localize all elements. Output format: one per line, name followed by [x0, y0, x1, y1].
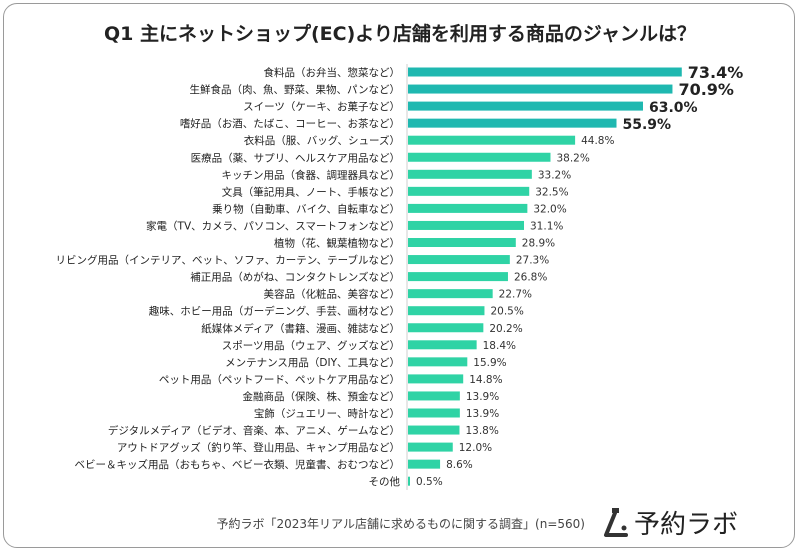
chart-frame [3, 3, 795, 548]
source-note: 予約ラボ「2023年リアル店舗に求めるものに関する調査」(n=560) [217, 516, 585, 531]
logo-mark-icon [604, 508, 628, 537]
category-label: スイーツ（ケーキ、お菓子など） [243, 101, 400, 113]
value-label: 32.5% [535, 186, 568, 198]
category-label: 食料品（お弁当、惣菜など） [264, 66, 401, 79]
bar [408, 186, 530, 196]
chart-title: Q1 主にネットショップ(EC)より店舗を利用する商品のジャンルは？ [104, 22, 696, 45]
bar [408, 306, 485, 316]
category-label: ペット用品（ペットフード、ペットケア用品など） [159, 374, 400, 386]
value-label: 15.9% [473, 357, 506, 369]
bar [408, 476, 410, 486]
value-label: 26.8% [514, 272, 547, 284]
bar [408, 238, 516, 247]
value-label: 8.6% [446, 459, 473, 471]
bar [408, 67, 682, 77]
category-label: 植物（花、観葉植物など） [274, 237, 400, 250]
bar [408, 220, 525, 230]
value-label: 13.9% [466, 391, 499, 403]
value-label: 31.1% [530, 220, 563, 232]
value-label: 27.3% [516, 255, 549, 267]
bar [408, 408, 460, 418]
value-label: 32.0% [533, 203, 566, 215]
value-label: 13.9% [466, 408, 499, 420]
bar [408, 340, 477, 350]
value-label: 70.9% [678, 80, 734, 99]
category-label: その他 [369, 475, 401, 488]
bars-group: 食料品（お弁当、惣菜など） 73.4% 生鮮食品（肉、魚、野菜、果物、パンなど） 70… [55, 63, 743, 488]
category-label: リビング用品（インテリア、ベット、ソファ、カーテン、テーブルなど） [55, 254, 400, 267]
category-label: 生鮮食品（肉、魚、野菜、果物、パンなど） [189, 83, 400, 96]
category-label: 補正用品（めがね、コンタクトレンズなど） [190, 271, 400, 284]
value-label: 14.8% [469, 374, 502, 386]
category-label: デジタルメディア（ビデオ、音楽、本、アニメ、ゲームなど） [108, 424, 400, 437]
category-label: ベビー＆キッズ用品（おもちゃ、ベビー衣類、児童書、おむつなど） [75, 458, 401, 471]
category-label: 宝飾（ジュエリー、時計など） [254, 407, 400, 420]
value-label: 12.0% [459, 442, 492, 454]
logo-text: 予約ラボ [634, 510, 738, 540]
bar [408, 203, 528, 213]
bar [408, 425, 460, 435]
bar [408, 169, 532, 179]
category-label: 嗜好品（お酒、たばこ、コーヒー、お茶など） [180, 117, 400, 130]
bar [408, 459, 441, 469]
bar [408, 391, 460, 401]
bar [408, 357, 468, 367]
value-label: 18.4% [483, 340, 516, 352]
bar [408, 323, 484, 333]
category-label: 紙媒体メディア（書籍、漫画、雑誌など） [201, 322, 400, 335]
bar [408, 101, 643, 111]
bar [408, 289, 493, 299]
bar [408, 255, 510, 265]
bar [408, 442, 453, 452]
value-label: 28.9% [522, 238, 555, 250]
bar [408, 84, 673, 94]
value-label: 13.8% [465, 425, 498, 437]
category-label: スポーツ用品（ウェア、グッズなど） [222, 339, 400, 352]
category-label: 文具（筆記用具、ノート、手帳など） [222, 185, 400, 198]
value-label: 63.0% [649, 100, 698, 116]
value-label: 33.2% [538, 169, 571, 181]
category-label: 趣味、ホビー用品（ガーデニング、手芸、画材など） [149, 305, 400, 318]
bar [408, 272, 508, 282]
bar [408, 374, 464, 384]
category-label: 金融商品（保険、株、預金など） [243, 390, 401, 403]
value-label: 20.2% [489, 323, 522, 335]
bar [408, 152, 551, 162]
bar [408, 118, 617, 128]
category-label: 衣料品（服、バッグ、シューズ） [244, 134, 400, 147]
category-label: アウトドアグッズ（釣り竿、登山用品、キャンプ用品など） [117, 441, 400, 454]
value-label: 44.8% [581, 135, 614, 147]
value-label: 55.9% [623, 117, 672, 133]
category-label: 美容品（化粧品、美容など） [264, 288, 401, 301]
value-label: 22.7% [499, 289, 532, 301]
value-label: 38.2% [556, 152, 589, 164]
category-label: メンテナンス用品（DIY、工具など） [225, 357, 400, 369]
bar [408, 135, 576, 145]
logo: 予約ラボ [604, 508, 738, 540]
category-label: 医療品（薬、サプリ、ヘルスケア用品など） [191, 151, 400, 164]
value-label: 0.5% [416, 476, 443, 488]
category-label: 家電（TV、カメラ、パソコン、スマートフォンなど） [146, 219, 400, 232]
value-label: 73.4% [688, 63, 744, 82]
category-label: 乗り物（自動車、バイク、自転車など） [212, 202, 400, 215]
category-label: キッチン用品（食器、調理器具など） [222, 168, 401, 181]
value-label: 20.5% [490, 306, 523, 318]
